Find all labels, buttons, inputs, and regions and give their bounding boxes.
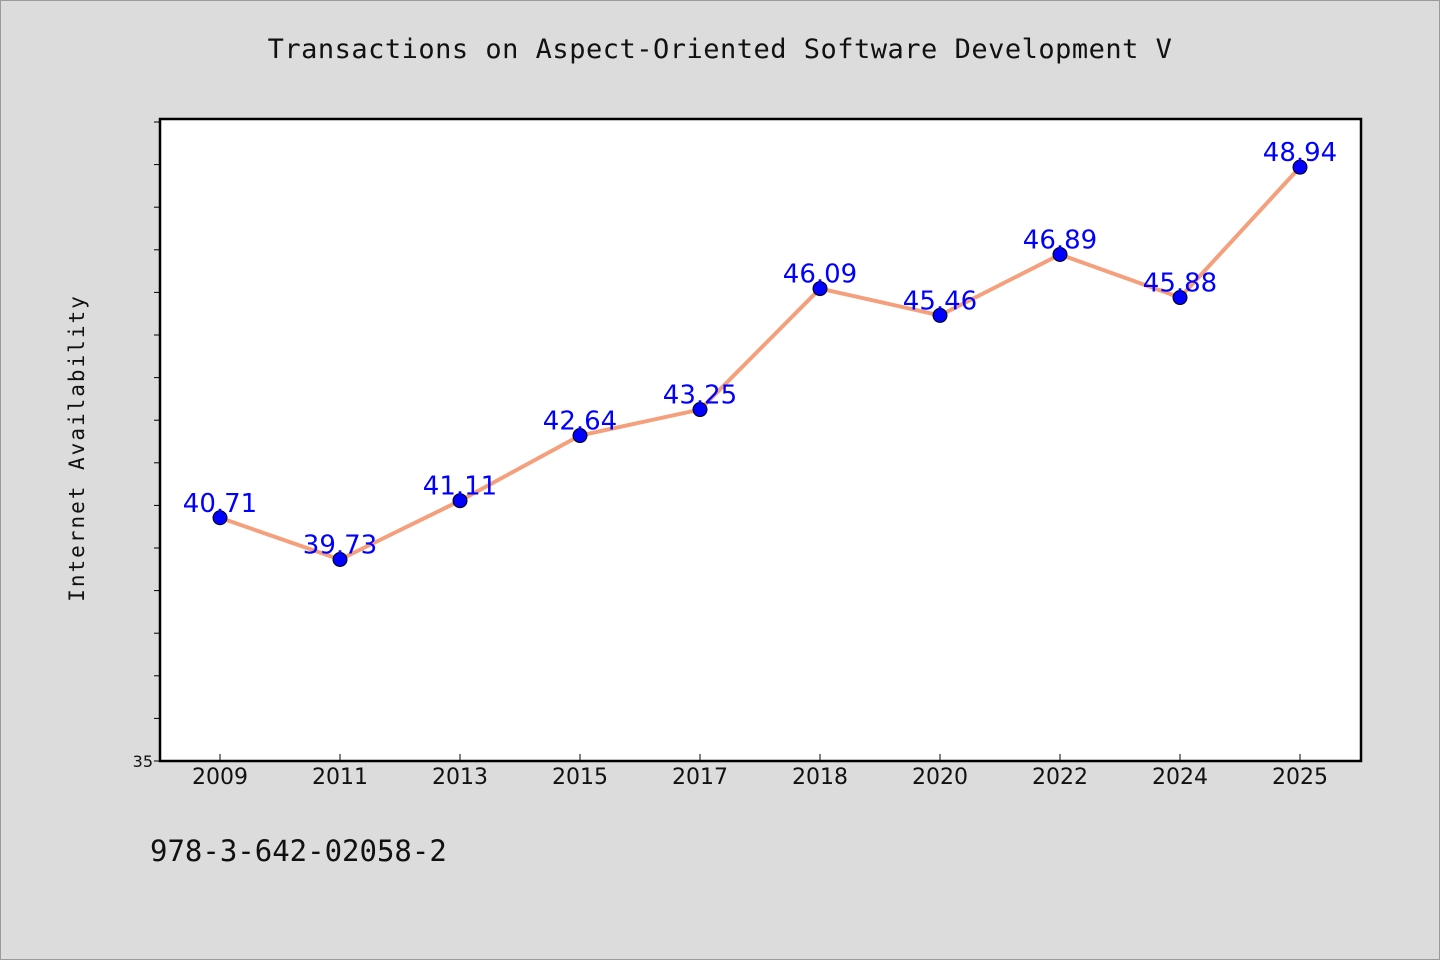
data-label: 43.25 [663,381,737,411]
series-markers [212,159,1308,568]
data-labels: 40.71 39.73 41.11 42.64 43.25 46.09 45.46 46.89… [183,138,1337,560]
x-tick-label: 2011 [312,765,368,790]
data-point [452,493,468,509]
y-tick-label: 35 [133,752,153,771]
data-point [932,307,948,323]
data-label: 46.09 [783,260,857,290]
data-label: 39.73 [303,531,377,561]
chart-title: Transactions on Aspect-Oriented Software… [267,34,1173,65]
data-point [1172,290,1188,306]
x-axis-ticks: 2009 2011 2013 2015 2017 2018 2020 2022 2024 2025 [192,754,1328,790]
x-tick-label: 2015 [552,765,608,790]
footer-code: 978-3-642-02058-2 [150,834,447,868]
plot-area [158,117,1363,763]
data-point [1292,159,1308,175]
x-tick-label: 2022 [1032,765,1088,790]
data-label: 48.94 [1263,138,1337,168]
data-point [692,402,708,418]
data-point [572,428,588,444]
data-label: 46.89 [1023,225,1097,255]
data-label: 45.46 [903,286,977,316]
data-label: 41.11 [423,472,497,502]
x-tick-label: 2018 [792,765,848,790]
series-line [218,165,1302,562]
data-label: 45.88 [1143,269,1217,299]
x-tick-label: 2017 [672,765,728,790]
x-tick-label: 2024 [1152,765,1208,790]
x-tick-label: 2020 [912,765,968,790]
x-tick-label: 2013 [432,765,488,790]
y-axis-ticks: 35 [133,121,160,771]
x-tick-label: 2025 [1272,765,1328,790]
data-point [332,552,348,568]
data-point [812,281,828,297]
data-point [1052,246,1068,262]
data-point [212,510,228,526]
x-tick-label: 2009 [192,765,248,790]
data-label: 40.71 [183,489,257,519]
data-label: 42.64 [543,407,617,437]
